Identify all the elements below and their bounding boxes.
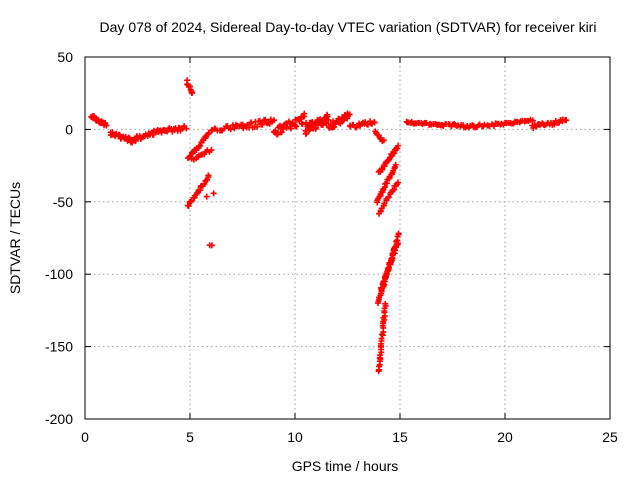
grid-lines	[85, 57, 610, 419]
data-point	[388, 258, 395, 265]
data-point	[189, 89, 196, 96]
data-point	[278, 129, 285, 136]
data-point	[259, 121, 266, 128]
chart-title: Day 078 of 2024, Sidereal Day-to-day VTE…	[100, 19, 597, 35]
data-point	[325, 116, 332, 123]
data-point	[392, 161, 399, 168]
data-point	[262, 116, 269, 123]
data-point	[312, 125, 319, 132]
plot-frame	[84, 56, 611, 420]
data-point	[530, 125, 537, 132]
data-point	[378, 285, 385, 292]
data-point	[395, 179, 402, 186]
data-point	[301, 110, 308, 117]
x-tick-label: 20	[497, 429, 513, 445]
x-tick-label: 15	[392, 429, 408, 445]
data-point	[208, 242, 215, 249]
x-tick-label: 10	[287, 429, 303, 445]
data-point	[371, 119, 378, 126]
data-point	[385, 193, 392, 200]
data-point	[394, 145, 401, 152]
x-axis-label: GPS time / hours	[292, 458, 399, 474]
data-point	[272, 127, 279, 134]
data-point	[103, 122, 110, 129]
data-point	[529, 117, 536, 124]
y-tick-label: -150	[45, 339, 73, 355]
data-point	[340, 117, 347, 124]
y-tick-label: 0	[65, 121, 73, 137]
data-point	[183, 125, 190, 132]
data-point	[382, 300, 389, 307]
axis-ticks: 0 5 10 15 20 25 50 0 -50 -100 -150 -200	[45, 49, 618, 445]
data-points	[88, 77, 570, 375]
data-point	[380, 278, 387, 285]
data-point	[280, 125, 287, 132]
data-point	[296, 117, 303, 124]
x-tick-label: 5	[186, 429, 194, 445]
data-point	[188, 197, 195, 204]
data-point	[324, 113, 331, 120]
data-point	[293, 123, 300, 130]
x-tick-label: 25	[602, 429, 618, 445]
data-point	[346, 111, 353, 118]
x-tick-label: 0	[81, 429, 89, 445]
data-point	[395, 142, 402, 149]
data-point	[254, 123, 261, 130]
data-point	[197, 142, 204, 149]
data-point	[364, 121, 371, 128]
y-tick-label: -200	[45, 411, 73, 427]
data-point	[395, 230, 402, 237]
data-point	[319, 121, 326, 128]
data-point	[208, 146, 215, 153]
data-point	[203, 193, 210, 200]
data-point	[185, 202, 192, 209]
data-point	[303, 130, 310, 137]
y-tick-label: -50	[53, 194, 73, 210]
y-tick-label: -100	[45, 266, 73, 282]
data-point	[201, 180, 208, 187]
data-point	[274, 131, 281, 138]
data-point	[231, 125, 238, 132]
data-point	[271, 117, 278, 124]
data-point	[210, 190, 217, 197]
data-point	[394, 240, 401, 247]
data-point	[563, 117, 570, 124]
y-axis-label: SDTVAR / TECUs	[7, 182, 23, 294]
data-point	[187, 198, 194, 205]
data-point	[205, 172, 212, 179]
data-point	[380, 137, 387, 144]
y-tick-label: 50	[57, 49, 73, 65]
